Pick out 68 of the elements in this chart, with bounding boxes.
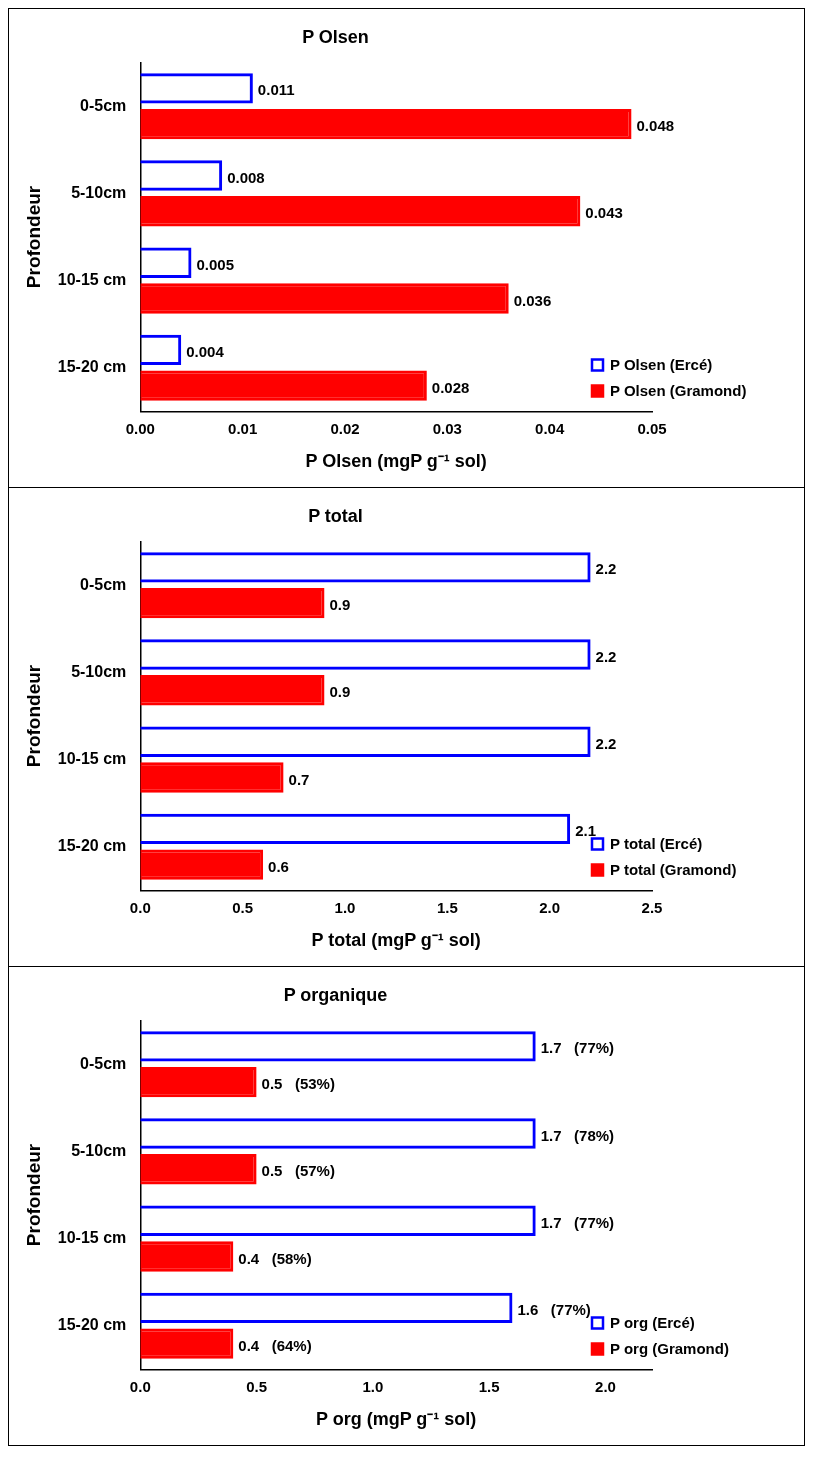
x-axis-title: P org (mgP g⁻¹ sol)	[315, 1409, 477, 1430]
data-label: 0.043	[585, 204, 623, 222]
x-axis-title: P Olsen (mgP g⁻¹ sol)	[305, 451, 487, 472]
data-label: 0.4 (58%)	[238, 1249, 312, 1267]
data-label: 2.2	[595, 734, 617, 752]
data-label: 0.4 (64%)	[238, 1336, 312, 1354]
y-axis-title: Profondeur	[22, 1143, 44, 1247]
data-label: 0.7	[288, 770, 310, 788]
x-tick-label: 0.04	[535, 419, 565, 437]
y-tick-label: 0-5cm	[80, 1054, 127, 1072]
legend-label: P org (Gramond)	[610, 1339, 729, 1357]
y-tick-label: 5-10cm	[71, 183, 127, 201]
x-axis-title: P total (mgP g⁻¹ sol)	[311, 930, 481, 951]
x-tick-label: 1.0	[334, 898, 356, 916]
data-label: 0.048	[636, 117, 675, 135]
y-tick-label: 5-10cm	[71, 662, 127, 680]
x-tick-label: 2.0	[539, 898, 561, 916]
x-tick-label: 1.0	[362, 1377, 384, 1395]
x-tick-label: 0.0	[129, 898, 151, 916]
data-label: 1.7 (77%)	[540, 1213, 615, 1231]
data-label: 0.5 (53%)	[261, 1075, 335, 1093]
y-tick-label: 10-15 cm	[57, 271, 127, 289]
data-label: 0.9	[329, 683, 351, 701]
x-tick-label: 0.0	[129, 1377, 151, 1395]
y-axis-title: Profondeur	[22, 185, 44, 289]
x-tick-label: 1.5	[478, 1377, 500, 1395]
legend-label: P org (Ercé)	[610, 1313, 695, 1331]
y-axis-title: Profondeur	[22, 664, 44, 768]
legend-label: P Olsen (Ercé)	[610, 355, 713, 373]
data-label: 0.9	[329, 596, 351, 614]
legend-label: P Olsen (Gramond)	[610, 381, 747, 399]
y-tick-label: 10-15 cm	[57, 750, 127, 768]
y-tick-label: 0-5cm	[80, 96, 127, 114]
x-tick-label: 0.05	[637, 419, 667, 437]
y-tick-label: 15-20 cm	[57, 837, 127, 855]
chart-title: P total	[308, 505, 363, 526]
data-label: 0.5 (57%)	[261, 1162, 335, 1180]
y-tick-label: 15-20 cm	[57, 358, 127, 376]
data-label: 0.005	[196, 255, 235, 273]
legend-label: P total (Ercé)	[610, 834, 703, 852]
data-label: 1.7 (77%)	[540, 1039, 615, 1057]
data-label: 1.7 (78%)	[540, 1126, 615, 1144]
data-label: 0.004	[186, 343, 225, 361]
y-tick-label: 5-10cm	[71, 1141, 127, 1159]
x-tick-label: 1.5	[436, 898, 458, 916]
data-label: 1.6 (77%)	[517, 1301, 591, 1319]
data-label: 2.1	[575, 822, 596, 840]
data-label: 0.028	[431, 378, 470, 396]
x-tick-label: 0.02	[330, 419, 360, 437]
x-tick-label: 0.00	[125, 419, 155, 437]
x-tick-label: 2.5	[641, 898, 663, 916]
x-tick-label: 0.01	[228, 419, 258, 437]
chart-title: P Olsen	[302, 26, 369, 47]
chart-title: P organique	[283, 984, 388, 1005]
y-tick-label: 15-20 cm	[57, 1316, 127, 1334]
data-label: 2.2	[595, 647, 617, 665]
x-tick-label: 0.03	[432, 419, 462, 437]
data-label: 0.6	[268, 857, 289, 875]
y-tick-label: 10-15 cm	[57, 1229, 127, 1247]
data-label: 0.036	[513, 291, 552, 309]
data-label: 0.008	[227, 168, 265, 186]
data-label: 0.011	[257, 81, 295, 99]
x-tick-label: 0.5	[232, 898, 254, 916]
legend-label: P total (Gramond)	[610, 860, 737, 878]
data-label: 2.2	[595, 560, 617, 578]
x-tick-label: 0.5	[246, 1377, 268, 1395]
y-tick-label: 0-5cm	[80, 575, 127, 593]
x-tick-label: 2.0	[595, 1377, 616, 1395]
